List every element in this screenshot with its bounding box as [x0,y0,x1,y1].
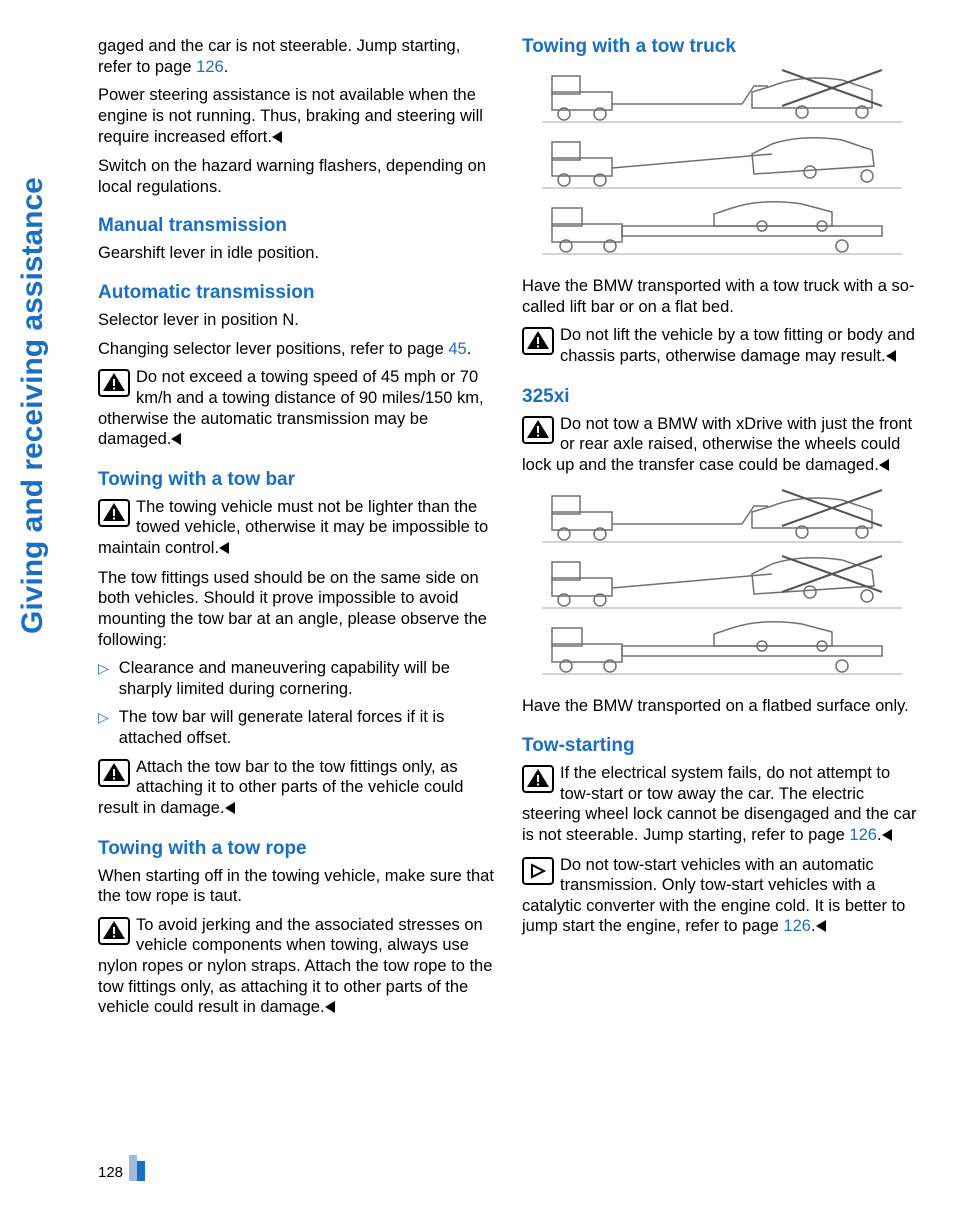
bullet-list: ▷ Clearance and maneuvering capability wi… [98,658,494,749]
text: . [467,340,472,358]
end-marker-icon [816,917,828,938]
end-marker-icon [325,998,337,1019]
left-column: gaged and the car is not steerable. Jump… [98,36,494,1027]
heading-manual-transmission: Manual transmission [98,215,494,237]
end-marker-icon [272,128,284,149]
list-text: The tow bar will generate lateral forces… [119,707,494,748]
paragraph: Switch on the hazard warning flashers, d… [98,156,494,197]
warning-block: Attach the tow bar to the tow fittings o… [98,757,494,820]
text: . [224,58,229,76]
warning-text: Do not lift the vehicle by a tow fitting… [560,326,915,365]
text: Power steering assistance is not availab… [98,86,483,145]
paragraph: Selector lever in position N. [98,310,494,331]
warning-block: Do not tow a BMW with xDrive with just t… [522,414,918,477]
right-column: Towing with a tow truck Have the BMW tra… [522,36,918,1027]
page-link[interactable]: 126 [783,917,811,935]
warning-block: To avoid jerking and the associated stre… [98,915,494,1019]
warning-text: To avoid jerking and the associated stre… [98,916,492,1017]
page-link[interactable]: 126 [196,58,224,76]
text: gaged and the car is not steerable. Jump… [98,37,460,76]
bullet-icon: ▷ [98,660,109,678]
paragraph: Have the BMW transported with a tow truc… [522,276,918,317]
warning-text: The towing vehicle must not be lighter t… [98,498,488,557]
paragraph: The tow fittings used should be on the s… [98,568,494,651]
paragraph: gaged and the car is not steerable. Jump… [98,36,494,77]
warning-block: If the electrical system fails, do not a… [522,763,918,847]
warning-text: Attach the tow bar to the tow fittings o… [98,758,463,817]
heading-325xi: 325xi [522,386,918,408]
page-marker-bars [129,1155,145,1181]
warning-block: The towing vehicle must not be lighter t… [98,497,494,560]
heading-tow-bar: Towing with a tow bar [98,469,494,491]
note-text: Do not tow-start vehicles with an automa… [522,856,905,936]
warning-icon [98,759,130,787]
heading-tow-truck: Towing with a tow truck [522,36,918,58]
end-marker-icon [225,799,237,820]
section-title-sidebar: Giving and receiving assistance [12,34,54,634]
page-link[interactable]: 45 [448,340,466,358]
text: Changing selector lever positions, refer… [98,340,448,358]
end-marker-icon [171,430,183,451]
warning-icon [522,765,554,793]
list-text: Clearance and maneuvering capability wil… [119,658,494,699]
heading-tow-starting: Tow-starting [522,735,918,757]
end-marker-icon [219,539,231,560]
note-block: Do not tow-start vehicles with an automa… [522,855,918,939]
page-number: 128 [98,1164,123,1181]
warning-icon [98,917,130,945]
page-link[interactable]: 126 [849,826,877,844]
warning-text: Do not tow a BMW with xDrive with just t… [522,415,912,474]
warning-block: Do not lift the vehicle by a tow fitting… [522,325,918,367]
warning-icon [98,369,130,397]
paragraph: Gearshift lever in idle position. [98,243,494,264]
note-icon [522,857,554,885]
warning-icon [522,416,554,444]
page-number-block: 128 [98,1155,145,1181]
list-item: ▷ The tow bar will generate lateral force… [98,707,494,748]
warning-icon [522,327,554,355]
warning-block: Do not exceed a towing speed of 45 mph o… [98,367,494,451]
paragraph: Power steering assistance is not availab… [98,85,494,148]
towing-illustration-2 [522,484,918,684]
warning-text: Do not exceed a towing speed of 45 mph o… [98,368,484,448]
bullet-icon: ▷ [98,709,109,727]
heading-automatic-transmission: Automatic transmission [98,282,494,304]
paragraph: When starting off in the towing vehicle,… [98,866,494,907]
end-marker-icon [882,826,894,847]
end-marker-icon [886,347,898,368]
heading-tow-rope: Towing with a tow rope [98,838,494,860]
paragraph: Changing selector lever positions, refer… [98,339,494,360]
end-marker-icon [879,456,891,477]
warning-icon [98,499,130,527]
towing-illustration-1 [522,64,918,264]
paragraph: Have the BMW transported on a flatbed su… [522,696,918,717]
list-item: ▷ Clearance and maneuvering capability wi… [98,658,494,699]
